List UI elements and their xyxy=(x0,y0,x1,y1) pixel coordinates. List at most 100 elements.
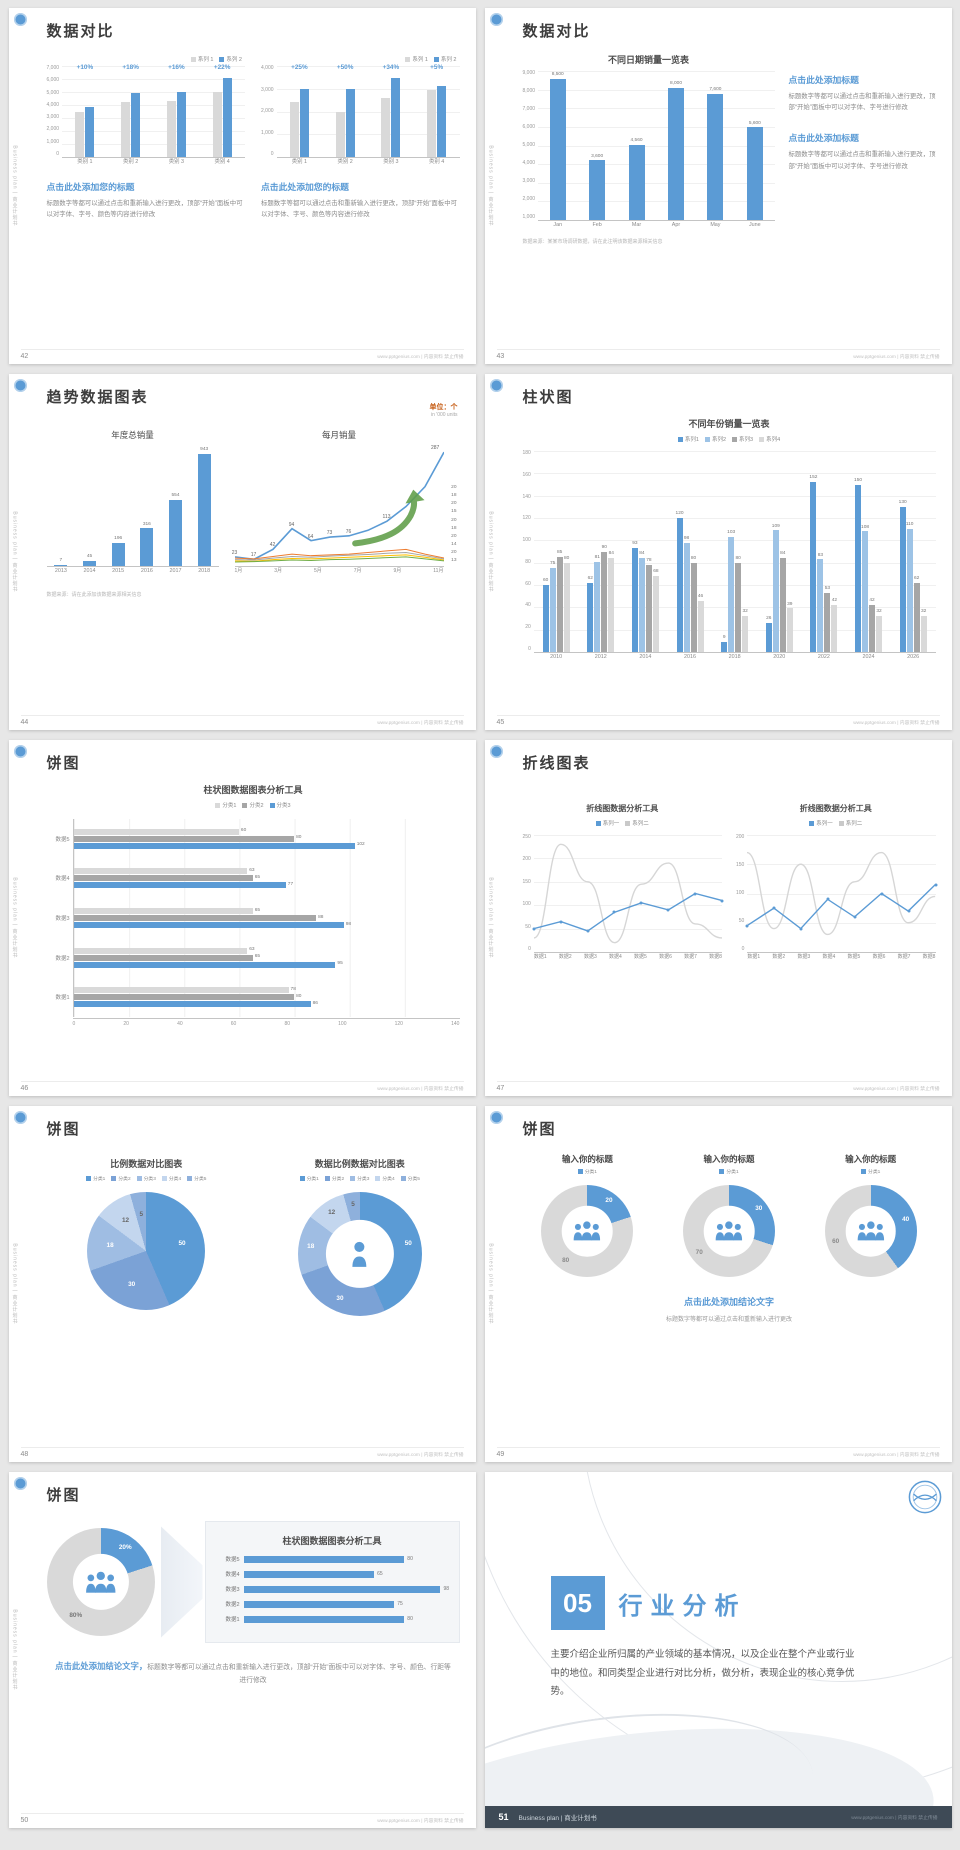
slide-43-thumbnail[interactable]: Business plan | 商业计划书 数据对比 不同日期销量一览表 9,0… xyxy=(484,8,952,364)
bar-group: +10% 类别 1 xyxy=(62,64,108,168)
sidebar-vertical-text: Business plan | 商业计划书 xyxy=(11,877,18,959)
slice-label: 70 xyxy=(695,1248,703,1256)
sidebar-vertical-text: Business plan | 商业计划书 xyxy=(487,877,494,959)
slice-label: 50 xyxy=(178,1239,186,1247)
legend-item: 分类2 xyxy=(111,1175,131,1182)
slide-46-thumbnail[interactable]: Business plan | 商业计划书 饼图 柱状图数据图表分析工具 分类1… xyxy=(8,740,476,1096)
legend-item: 分类1 xyxy=(86,1175,105,1182)
bar-group: +50% 类别 2 xyxy=(322,64,368,168)
slice-label: 40 xyxy=(902,1215,910,1223)
people-icon xyxy=(574,1221,601,1241)
slide-title: 数据对比 xyxy=(522,23,591,40)
donut-chart: 50 30 18 12 5 xyxy=(297,1192,422,1316)
chart-panel: 每月销量 23 17 42 94 64 73 76 113 287 20 18 20 15 20 18 20 1… xyxy=(232,429,457,577)
annual-sales-bar-chart: 7 2013 45 2014 196 2015 316 2016 554 2017 943 2018 xyxy=(46,447,219,577)
slice-label: 12 xyxy=(328,1208,336,1216)
bar: 90 xyxy=(601,545,608,652)
footer-url: www.pptgenius.com | 内容资料 禁止传播 xyxy=(853,1087,940,1092)
chart-legend: 系列一 系列二 xyxy=(523,819,723,827)
horizontal-bar-chart: 数据5 数据4 数据3 数据2 数据1 60 80 102 63 65 77 65 88 98 63 65 95… xyxy=(47,819,460,1027)
page-number: 47 xyxy=(496,1085,505,1092)
slide-footer: 43 www.pptgenius.com | 内容资料 禁止传播 xyxy=(496,349,940,360)
chart-legend: 分类1 xyxy=(523,1168,653,1175)
slide-title: 饼图 xyxy=(46,1487,81,1504)
y-axis-labels: 9,000 8,000 7,000 6,000 5,000 4,000 3,000 2,000… xyxy=(522,70,536,220)
slice-label: 60 xyxy=(832,1238,840,1246)
bar xyxy=(73,921,344,928)
placeholder-heading: 点击此处添加标题 xyxy=(788,133,859,144)
slide-44-thumbnail[interactable]: Business plan | 商业计划书 趋势数据图表 单位：个 in '00… xyxy=(8,374,476,730)
slide-title: 饼图 xyxy=(46,1121,81,1138)
bar xyxy=(73,914,317,921)
chart-title: 柱状图数据图表分析工具 xyxy=(282,1536,382,1546)
footer-url: www.pptgenius.com | 内容资料 禁止传播 xyxy=(377,1819,464,1824)
slide-47-thumbnail[interactable]: Business plan | 商业计划书 折线图表 折线图数据分析工具 系列一… xyxy=(484,740,952,1096)
y-axis-labels: 7,000 6,000 5,000 4,000 3,000 2,000 1,000 0 xyxy=(46,65,60,157)
slide-45-thumbnail[interactable]: Business plan | 商业计划书 柱状图 不同年份销量一览表 系列1 系… xyxy=(484,374,952,730)
slide-title: 饼图 xyxy=(46,755,81,772)
placeholder-heading: 点击此处添加标题 xyxy=(788,75,859,85)
bar xyxy=(73,882,286,889)
bar xyxy=(85,106,95,157)
bar xyxy=(121,102,131,157)
pie-chart: 50 30 18 12 5 xyxy=(87,1192,206,1310)
bar-group: 8,000 Apr xyxy=(667,80,684,228)
bar: 7,600 xyxy=(707,88,724,220)
legend-item: 分类1 xyxy=(719,1168,739,1175)
legend-item: 分类4 xyxy=(161,1175,181,1182)
donut-panel: 输入你的标题 分类1 30 70 xyxy=(664,1153,794,1277)
slide-49-thumbnail[interactable]: Business plan | 商业计划书 饼图 输入你的标题 分类1 20 80… xyxy=(484,1106,952,1462)
slide-42-thumbnail[interactable]: Business plan | 商业计划书 数据对比 系列 1 系列 2 7,00… xyxy=(8,8,476,364)
bar xyxy=(73,835,295,842)
legend-item: 分类3 xyxy=(350,1175,369,1182)
chart-title: 柱状图数据图表分析工具 xyxy=(203,785,303,795)
bar: 196 xyxy=(111,536,125,566)
brand-logo-icon xyxy=(13,1477,27,1490)
slide-48-thumbnail[interactable]: Business plan | 商业计划书 饼图 比例数据对比图表 分类1 分类2… xyxy=(8,1106,476,1462)
page-number: 45 xyxy=(496,719,505,726)
mini-bar-row: 数据1 80 xyxy=(225,1615,413,1623)
slice-label: 5 xyxy=(351,1200,355,1208)
slice-label: 30 xyxy=(128,1280,136,1288)
bar: 98 xyxy=(683,536,690,652)
slide-footer: 46 www.pptgenius.com | 内容资料 禁止传播 xyxy=(20,1081,464,1092)
chart-title: 折线图数据分析工具 xyxy=(586,804,659,813)
donut-chart: 20% 80% xyxy=(46,1528,155,1636)
brand-logo-icon xyxy=(489,745,503,758)
bar xyxy=(73,907,253,914)
bar xyxy=(345,88,355,157)
mini-bar-row: 数据2 75 xyxy=(225,1600,403,1608)
mini-bar-row: 数据5 80 xyxy=(225,1555,413,1563)
page-number: 42 xyxy=(20,353,29,360)
bar xyxy=(73,954,253,961)
chart-legend: 系列一 系列二 xyxy=(736,819,936,827)
legend-item: 系列2 xyxy=(704,435,726,443)
growth-annotation: +5% xyxy=(430,64,444,71)
legend-item: 系列 2 xyxy=(433,55,457,63)
bar xyxy=(131,92,141,157)
placeholder-heading: 点击此处添加您的标题 xyxy=(261,182,349,192)
bar: 150 xyxy=(854,478,862,652)
legend-item: 分类2 xyxy=(242,801,264,809)
bar xyxy=(166,101,176,157)
bar-group: 3,600 Feb xyxy=(589,153,606,228)
slide-title: 柱状图 xyxy=(522,389,574,406)
chart-panel: 系列 1 系列 2 7,000 6,000 5,000 4,000 3,000 2,000 1… xyxy=(46,55,245,220)
item-title: 输入你的标题 xyxy=(561,1154,613,1164)
bar xyxy=(299,88,309,157)
slide-50-thumbnail[interactable]: Business plan | 商业计划书 饼图 20% 80% 柱状图数据图表分… xyxy=(8,1472,476,1828)
donut-chart: 40 60 xyxy=(824,1185,917,1277)
slice-label: 30 xyxy=(336,1295,344,1303)
legend-item: 分类1 xyxy=(861,1168,880,1175)
slide-51-thumbnail[interactable]: 05 行业分析 主要介绍企业所归属的产业领域的基本情况，以及企业在整个产业或行业… xyxy=(484,1472,952,1828)
slice-label: 20% xyxy=(118,1543,132,1551)
legend-item: 分类3 xyxy=(136,1175,156,1182)
slide-content: 折线图表 折线图数据分析工具 系列一 系列二 250 200 150 100 50 0 数据1… xyxy=(523,752,937,1074)
mini-bar-row: 数据4 65 xyxy=(225,1570,383,1578)
bar: 5,600 xyxy=(746,121,763,220)
page-number: 43 xyxy=(496,353,505,360)
bar: 53 xyxy=(824,586,831,652)
chart-title: 不同日期销量一览表 xyxy=(607,55,689,65)
conclusion-paragraph: 点击此处添加结论文字，标题数字等都可以通过点击和重新输入进行更改，顶部“开始”面… xyxy=(47,1659,460,1688)
bar: 46 xyxy=(697,594,704,652)
